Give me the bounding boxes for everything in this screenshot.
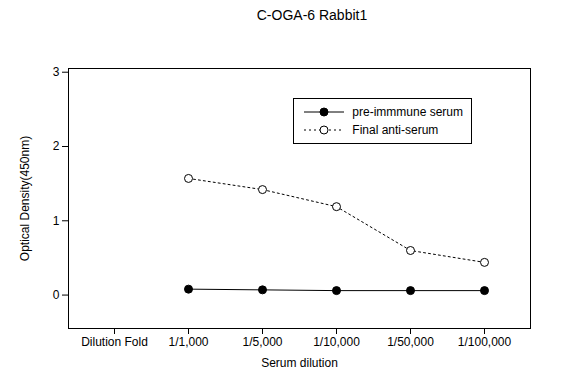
html-text:Final anti-serum: Final anti-serum: [352, 123, 439, 137]
svg-text:1/5,000: 1/5,000: [242, 335, 282, 349]
svg-text:1/1,000: 1/1,000: [168, 335, 208, 349]
svg-text:1/10,000: 1/10,000: [313, 335, 360, 349]
html-text:C-OGA-6 Rabbit1: C-OGA-6 Rabbit1: [256, 7, 368, 23]
svg-text:3: 3: [53, 65, 60, 79]
svg-text:2: 2: [53, 139, 60, 153]
svg-text:Dilution Fold: Dilution Fold: [81, 335, 148, 349]
svg-text:Serum dilution: Serum dilution: [261, 356, 338, 370]
svg-text:1/50,000: 1/50,000: [387, 335, 434, 349]
html-text:pre-immmune serum: pre-immmune serum: [352, 105, 463, 119]
svg-text:0: 0: [53, 288, 60, 302]
svg-text:1: 1: [53, 214, 60, 228]
svg-text:Optical Density(450nm): Optical Density(450nm): [18, 136, 32, 261]
svg-text:1/100,000: 1/100,000: [458, 335, 512, 349]
